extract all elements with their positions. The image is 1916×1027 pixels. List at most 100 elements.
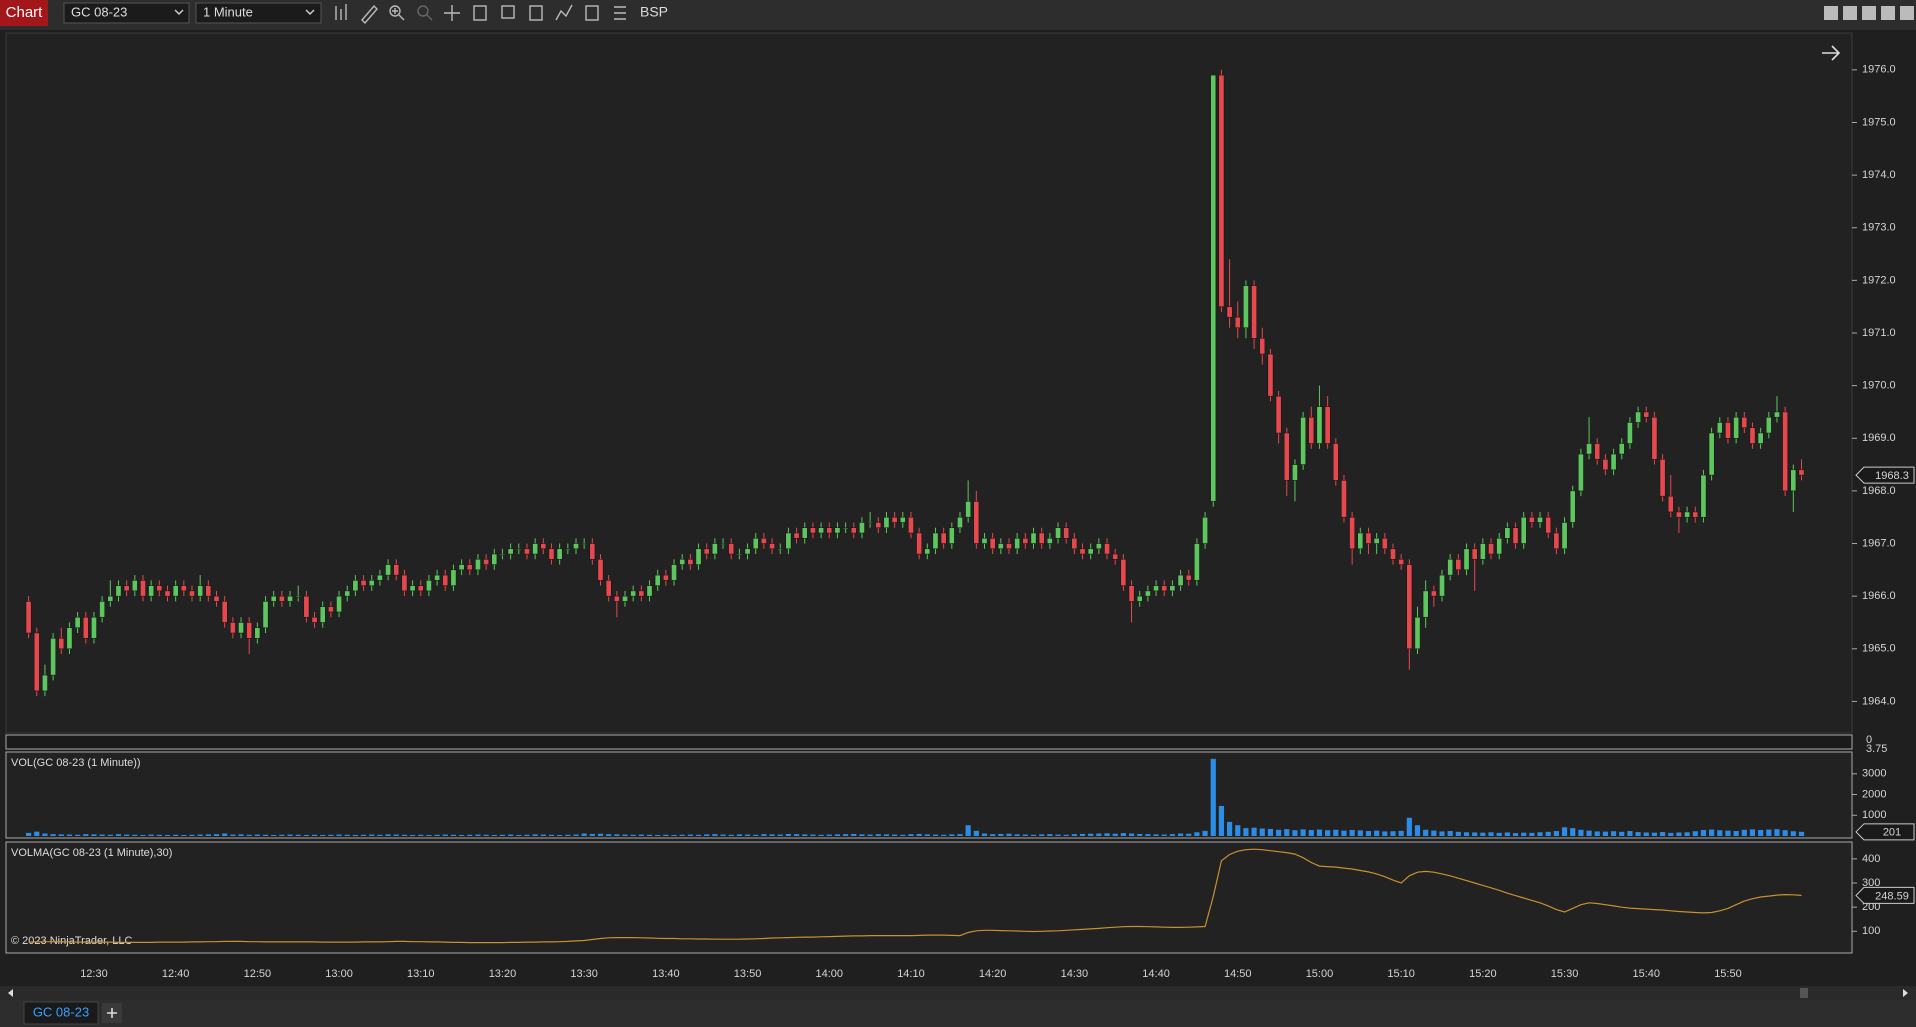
volume-bar bbox=[385, 834, 391, 836]
volume-bar bbox=[1545, 831, 1551, 836]
volume-bar bbox=[663, 834, 669, 836]
volume-bar bbox=[34, 831, 40, 836]
bars-icon[interactable] bbox=[335, 4, 347, 20]
volume-bar bbox=[516, 834, 522, 836]
candle-body bbox=[1594, 443, 1601, 460]
y-tick-label: 100 bbox=[1862, 925, 1880, 937]
tab[interactable] bbox=[23, 1001, 99, 1025]
restore-button[interactable] bbox=[1881, 6, 1895, 20]
candle-body bbox=[1202, 516, 1208, 544]
volume-bar bbox=[58, 834, 64, 836]
volume-bar bbox=[597, 833, 604, 836]
volume-bar bbox=[606, 834, 612, 836]
candle-body bbox=[1716, 422, 1723, 434]
volume-bar bbox=[1561, 827, 1568, 836]
volume-bar bbox=[998, 833, 1004, 836]
interval-select[interactable] bbox=[195, 2, 322, 24]
x-tick-label: 12:30 bbox=[80, 968, 108, 980]
volume-bar bbox=[1512, 833, 1519, 836]
volume-bar bbox=[1259, 828, 1265, 836]
y-tick-label: 400 bbox=[1862, 853, 1880, 865]
candle-body bbox=[491, 553, 498, 565]
instrument[interactable]: GC 08-23 bbox=[71, 4, 127, 19]
candle-body bbox=[712, 543, 718, 555]
candle-body bbox=[597, 559, 604, 581]
indicators-icon[interactable] bbox=[555, 4, 573, 21]
data-box-icon[interactable] bbox=[529, 5, 543, 21]
volume-bar bbox=[704, 834, 710, 836]
volume-bar bbox=[949, 834, 955, 836]
scroll-to-end-arrow[interactable] bbox=[1822, 45, 1841, 61]
candle-body bbox=[940, 532, 947, 544]
candle-body bbox=[499, 553, 506, 556]
candle-body bbox=[1194, 543, 1200, 581]
volume-bar bbox=[1096, 833, 1102, 836]
volume-bar bbox=[1022, 834, 1028, 836]
candle-body bbox=[687, 559, 694, 565]
indicator-name[interactable]: BSP bbox=[640, 4, 668, 20]
zoom-in-icon[interactable] bbox=[389, 5, 401, 17]
candle-body bbox=[1553, 532, 1560, 550]
volume-bar bbox=[1088, 833, 1094, 836]
candle-body bbox=[1798, 469, 1805, 476]
candle-body bbox=[1349, 516, 1355, 550]
candle-body bbox=[74, 616, 81, 628]
candle-body bbox=[1226, 306, 1233, 318]
y-tick-label: 200 bbox=[1862, 901, 1880, 913]
volume-bar bbox=[1684, 832, 1690, 836]
volume-bar bbox=[883, 834, 890, 836]
candle-body bbox=[997, 543, 1004, 550]
volume-bar bbox=[475, 834, 481, 836]
volume-bar bbox=[1406, 817, 1412, 836]
volume-bar bbox=[1128, 833, 1135, 836]
candle-body bbox=[916, 532, 922, 555]
volume-bar bbox=[826, 834, 832, 836]
strategies-icon[interactable] bbox=[585, 5, 599, 21]
volume-bar bbox=[1594, 831, 1600, 836]
candle-body bbox=[1414, 616, 1421, 650]
interval[interactable]: 1 Minute bbox=[203, 4, 253, 19]
properties-icon[interactable] bbox=[473, 5, 487, 21]
volume-bar bbox=[1423, 829, 1429, 836]
volume-bar bbox=[1578, 829, 1584, 836]
candle-body bbox=[319, 606, 326, 623]
zoom-out-icon[interactable] bbox=[417, 5, 429, 17]
volume-bar bbox=[42, 833, 48, 836]
candle-body bbox=[1373, 538, 1380, 544]
candle-body bbox=[1169, 585, 1176, 592]
candle-body bbox=[810, 527, 816, 534]
candle-body bbox=[466, 564, 473, 571]
window-button[interactable] bbox=[1843, 6, 1857, 20]
close-button[interactable] bbox=[1900, 6, 1914, 20]
candle-body bbox=[1520, 516, 1527, 544]
volma-pane bbox=[5, 841, 1853, 954]
x-tick-label: 13:00 bbox=[325, 968, 353, 980]
volume-bar bbox=[761, 834, 767, 836]
instrument-select[interactable] bbox=[63, 2, 190, 24]
x-tick-label: 14:50 bbox=[1224, 968, 1252, 980]
menu-icon[interactable] bbox=[614, 6, 626, 20]
candle-body bbox=[761, 538, 767, 544]
minimize-button[interactable] bbox=[1862, 6, 1876, 20]
volume-bar bbox=[1586, 830, 1592, 836]
template-icon[interactable] bbox=[501, 5, 515, 19]
volume-bar bbox=[50, 834, 56, 836]
candle-body bbox=[189, 590, 195, 597]
candle-body bbox=[1283, 432, 1290, 481]
draw-icon[interactable] bbox=[361, 4, 378, 25]
volume-bar bbox=[467, 834, 473, 836]
candle-body bbox=[785, 532, 792, 550]
candle-body bbox=[679, 559, 686, 565]
volume-bar bbox=[426, 834, 432, 836]
window-button[interactable] bbox=[1824, 6, 1838, 20]
volume-bar bbox=[1733, 831, 1739, 836]
crosshair-icon[interactable] bbox=[444, 5, 460, 21]
candle-body bbox=[981, 538, 988, 544]
volume-bar bbox=[483, 834, 489, 836]
candle-body bbox=[246, 622, 253, 639]
candle-body bbox=[1765, 416, 1772, 434]
scroll-thumb[interactable] bbox=[1800, 988, 1808, 998]
volume-bar bbox=[1055, 834, 1061, 836]
tab-label[interactable]: GC 08-23 bbox=[33, 1004, 89, 1019]
scrollbar[interactable] bbox=[0, 986, 1916, 1000]
